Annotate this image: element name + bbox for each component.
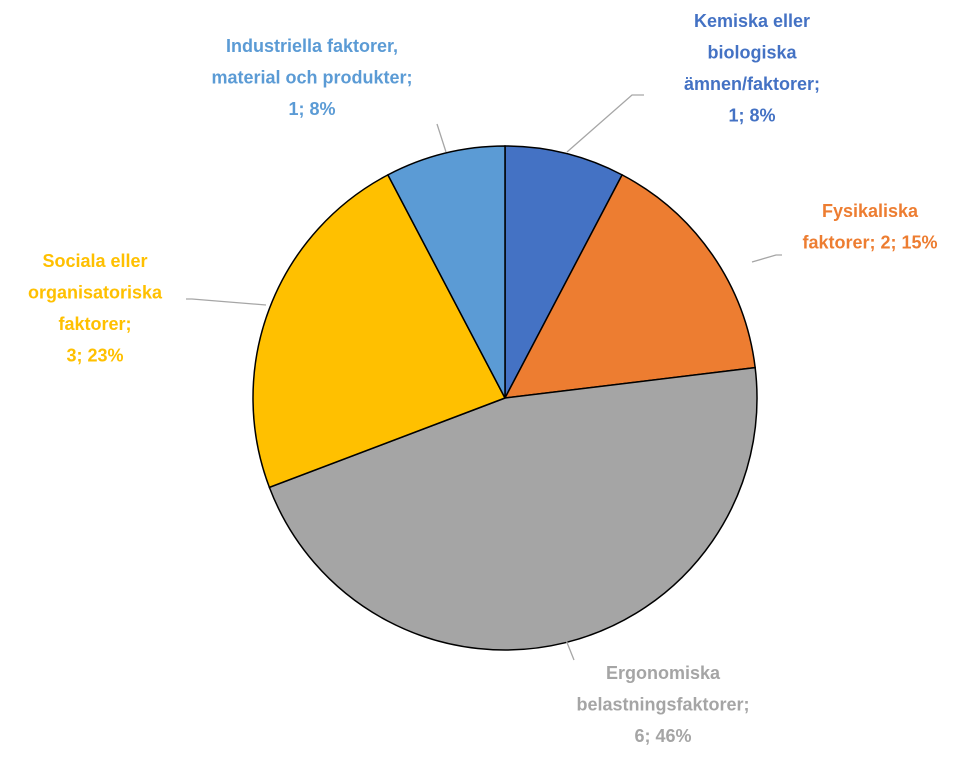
data-label: Sociala eller organisatoriska faktorer; 3; … (28, 251, 163, 366)
data-label: Industriella faktorer, material och produ… (211, 36, 412, 119)
data-label: Ergonomiska belastningsfaktorer; 6; 46% (576, 663, 749, 746)
pie-slice (268, 366, 758, 651)
leader-line (565, 639, 575, 661)
data-label: Fysikaliska faktorer; 2; 15% (802, 201, 937, 253)
leader-line (566, 94, 644, 153)
leader-line (186, 298, 267, 306)
pie-slice (252, 173, 507, 489)
leader-line (751, 254, 782, 263)
leader-line (436, 123, 447, 153)
pie-slice (386, 145, 506, 399)
pie-slice (504, 145, 624, 399)
data-label: Kemiska eller biologiska ämnen/faktorer; 1;… (684, 11, 820, 126)
pie-slice (503, 173, 756, 399)
